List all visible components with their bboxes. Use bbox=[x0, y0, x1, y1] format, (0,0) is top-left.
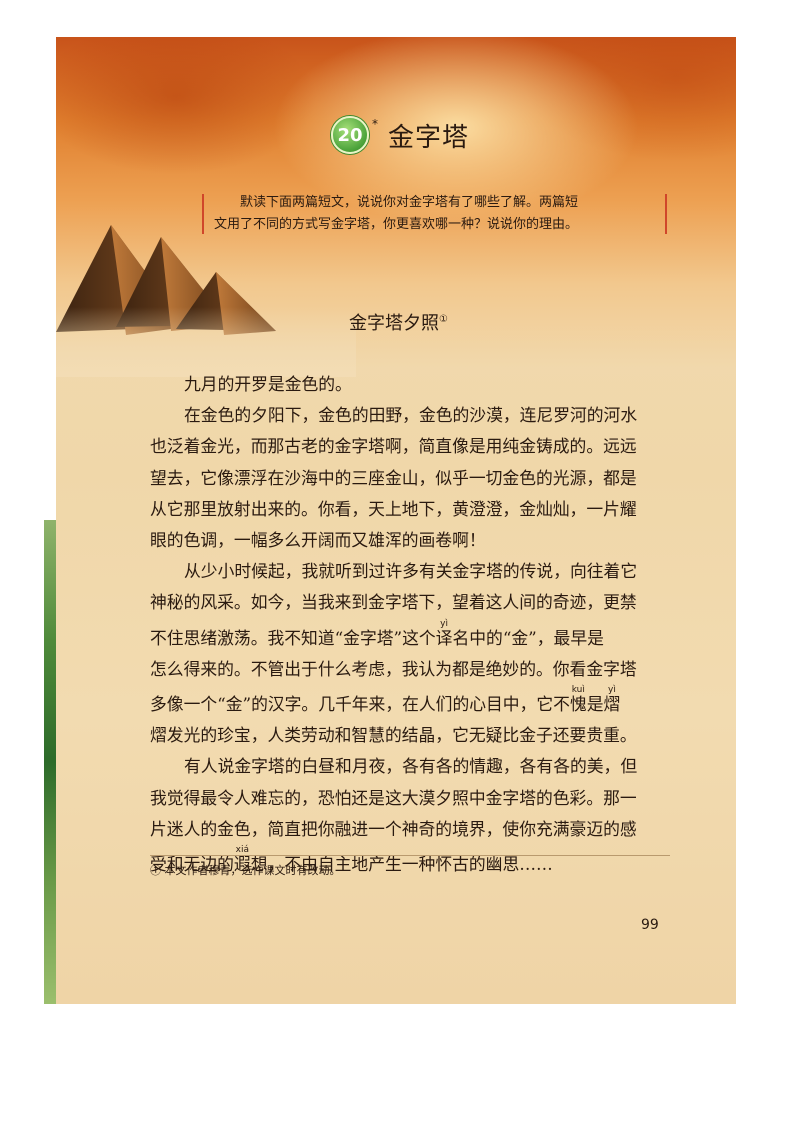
text-line: 熠发光的珍宝，人类劳动和智慧的结晶，它无疑比金子还要贵重。 bbox=[150, 725, 637, 746]
guide-line: 文用了不同的方式写金字塔，你更喜欢哪一种？说说你的理由。 bbox=[214, 217, 579, 232]
text-line: 也泛着金光，而那古老的金字塔啊，简直像是用纯金铸成的。远远 bbox=[150, 436, 637, 457]
pinyin-annotated-char: 遐xiá bbox=[233, 846, 251, 875]
text-line: 在金色的夕阳下，金色的田野，金色的沙漠，连尼罗河的河水 bbox=[184, 405, 638, 426]
pinyin: xiá bbox=[233, 845, 251, 856]
hanzi: 译 bbox=[435, 627, 453, 648]
ground-mist bbox=[56, 307, 356, 377]
text-line-with-pinyin: 多像一个“金”的汉字。几千年来，在人们的心目中，它不愧kuì是熠yì bbox=[150, 685, 670, 720]
text-line: 有人说金字塔的白昼和月夜，各有各的情趣，各有各的美，但 bbox=[184, 756, 638, 777]
article-body: 九月的开罗是金色的。 在金色的夕阳下，金色的田野，金色的沙漠，连尼罗河的河水 也… bbox=[150, 369, 670, 880]
lesson-heading: 20 * 金字塔 bbox=[331, 115, 469, 155]
guide-line: 默读下面两篇短文，说说你对金字塔有了哪些了解。两篇短 bbox=[240, 195, 579, 210]
text-line-with-pinyin: 受和无边的遐xiá想，不由自主地产生一种怀古的幽思…… bbox=[150, 845, 670, 880]
lesson-number-badge: 20 bbox=[331, 116, 369, 154]
text-line: 神秘的风采。如今，当我来到金字塔下，望着这人间的奇迹，更禁 bbox=[150, 592, 637, 613]
text-segment: 是 bbox=[586, 694, 604, 715]
reading-guide: 默读下面两篇短文，说说你对金字塔有了哪些了解。两篇短 文用了不同的方式写金字塔，… bbox=[214, 192, 664, 236]
pinyin: yì bbox=[603, 685, 621, 696]
guide-bar-right bbox=[665, 194, 667, 234]
footnote-mark: ① bbox=[439, 314, 448, 325]
text-segment: 名中的“金”，最早是 bbox=[452, 627, 604, 648]
text-line: 从少小时候起，我就听到过许多有关金字塔的传说，向往着它 bbox=[184, 561, 638, 582]
text-line: 望去，它像漂浮在沙海中的三座金山，似乎一切金色的光源，都是 bbox=[150, 467, 637, 488]
text-line-with-pinyin: 不住思绪激荡。我不知道“金字塔”这个译yì名中的“金”，最早是 bbox=[150, 619, 670, 654]
pinyin: kuì bbox=[569, 685, 587, 696]
text-segment: 想，不由自主地产生一种怀古的幽思…… bbox=[250, 854, 553, 875]
guide-bar-left bbox=[202, 194, 204, 234]
text-segment: 多像一个“金”的汉字。几千年来，在人们的心目中，它不 bbox=[150, 694, 570, 715]
left-strip bbox=[44, 520, 56, 1004]
self-study-marker: * bbox=[372, 117, 378, 131]
text-segment: 受和无边的 bbox=[150, 854, 234, 875]
pinyin-annotated-char: 愧kuì bbox=[569, 686, 587, 715]
hanzi: 熠 bbox=[603, 694, 621, 715]
text-line: 片迷人的金色，简直把你融进一个神奇的境界，使你充满豪迈的感 bbox=[150, 818, 637, 839]
textbook-page: 20 * 金字塔 默读下面两篇短文，说说你对金字塔有了哪些了解。两篇短 文用了不… bbox=[56, 37, 736, 1004]
lesson-title: 金字塔 bbox=[388, 122, 470, 153]
pinyin-annotated-char: 熠yì bbox=[603, 686, 621, 715]
text-line: 眼的色调，一幅多么开阔而又雄浑的画卷啊！ bbox=[150, 530, 486, 551]
text-line: 九月的开罗是金色的。 bbox=[184, 374, 352, 394]
pinyin-annotated-char: 译yì bbox=[435, 619, 453, 648]
text-line: 从它那里放射出来的。你看，天上地下，黄澄澄，金灿灿，一片耀 bbox=[150, 498, 637, 519]
text-line: 我觉得最令人难忘的，恐怕还是这大漠夕照中金字塔的色彩。那一 bbox=[150, 787, 637, 808]
text-line: 怎么得来的。不管出于什么考虑，我认为都是绝妙的。你看金字塔 bbox=[150, 658, 637, 679]
article-title-text: 金字塔夕照 bbox=[349, 313, 439, 334]
footnote: ① 本文作者穆青，选作课文时有改动。 bbox=[150, 864, 341, 877]
pinyin: yì bbox=[435, 618, 453, 629]
text-segment: 不住思绪激荡。我不知道“金字塔”这个 bbox=[150, 627, 436, 648]
hanzi: 愧 bbox=[569, 694, 587, 715]
footnote-divider bbox=[150, 855, 670, 856]
hanzi: 遐 bbox=[233, 854, 251, 875]
page-number: 99 bbox=[641, 917, 659, 933]
article-title: 金字塔夕照① bbox=[349, 309, 448, 335]
pyramids-illustration bbox=[56, 225, 356, 377]
